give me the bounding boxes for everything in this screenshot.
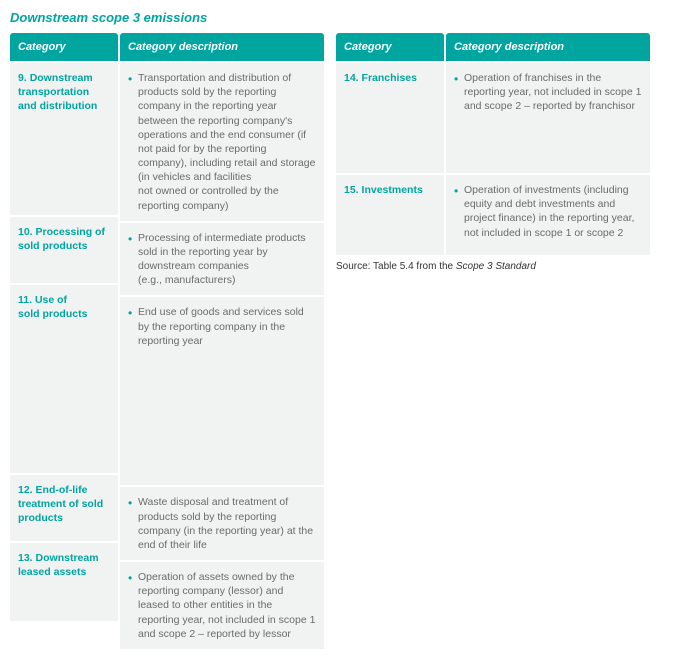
category-cell: 14. Franchises: [336, 63, 444, 173]
description-text: Processing of intermediate products sold…: [128, 231, 316, 288]
category-header: Category: [336, 33, 444, 61]
source-note: Source: Table 5.4 from the Scope 3 Stand…: [336, 261, 650, 272]
description-text: Operation of investments (including equi…: [454, 183, 642, 240]
category-number: 15.: [344, 184, 359, 196]
description-header: Category description: [446, 33, 650, 61]
description-text: Operation of assets owned by the reporti…: [128, 570, 316, 641]
category-cell: 13. Downstream leased assets: [10, 543, 118, 621]
description-text: End use of goods and services sold by th…: [128, 305, 316, 348]
description-cell: Transportation and distribution of produ…: [120, 63, 324, 221]
description-cell: Operation of investments (including equi…: [446, 175, 650, 255]
right-description-column: Category description Operation of franch…: [446, 33, 650, 257]
category-name: Downstream transportation and distributi…: [18, 72, 97, 112]
category-name: Investments: [362, 184, 423, 196]
description-text: Operation of franchises in the reporting…: [454, 71, 642, 114]
columns-container: Category 9. Downstream transportation an…: [10, 33, 676, 651]
source-prefix: Source: Table 5.4 from the: [336, 261, 456, 272]
right-group: Category 14. Franchises 15. Investments …: [336, 33, 650, 257]
description-cell: Operation of franchises in the reporting…: [446, 63, 650, 173]
category-cell: 10. Processing of sold products: [10, 217, 118, 283]
source-standard: Scope 3 Standard: [456, 261, 536, 272]
description-cell: Operation of assets owned by the reporti…: [120, 562, 324, 649]
category-number: 13.: [18, 552, 33, 564]
left-description-column: Category description Transportation and …: [120, 33, 324, 651]
category-cell: 9. Downstream transportation and distrib…: [10, 63, 118, 215]
right-wrap: Category 14. Franchises 15. Investments …: [336, 33, 650, 272]
category-number: 10.: [18, 226, 33, 238]
right-category-column: Category 14. Franchises 15. Investments: [336, 33, 444, 257]
left-category-column: Category 9. Downstream transportation an…: [10, 33, 118, 651]
category-cell: 15. Investments: [336, 175, 444, 255]
category-cell: 11. Use of sold products: [10, 285, 118, 473]
category-number: 12.: [18, 484, 33, 496]
left-group: Category 9. Downstream transportation an…: [10, 33, 324, 651]
description-text: Transportation and distribution of produ…: [128, 71, 316, 213]
category-number: 9.: [18, 72, 27, 84]
description-cell: Processing of intermediate products sold…: [120, 223, 324, 296]
page-title: Downstream scope 3 emissions: [10, 10, 676, 25]
category-number: 11.: [18, 294, 32, 306]
category-header: Category: [10, 33, 118, 61]
description-cell: End use of goods and services sold by th…: [120, 297, 324, 485]
category-name: Franchises: [362, 72, 417, 84]
description-cell: Waste disposal and treatment of products…: [120, 487, 324, 560]
category-number: 14.: [344, 72, 359, 84]
description-header: Category description: [120, 33, 324, 61]
description-text: Waste disposal and treatment of products…: [128, 495, 316, 552]
category-cell: 12. End-of-life treatment of sold produc…: [10, 475, 118, 541]
